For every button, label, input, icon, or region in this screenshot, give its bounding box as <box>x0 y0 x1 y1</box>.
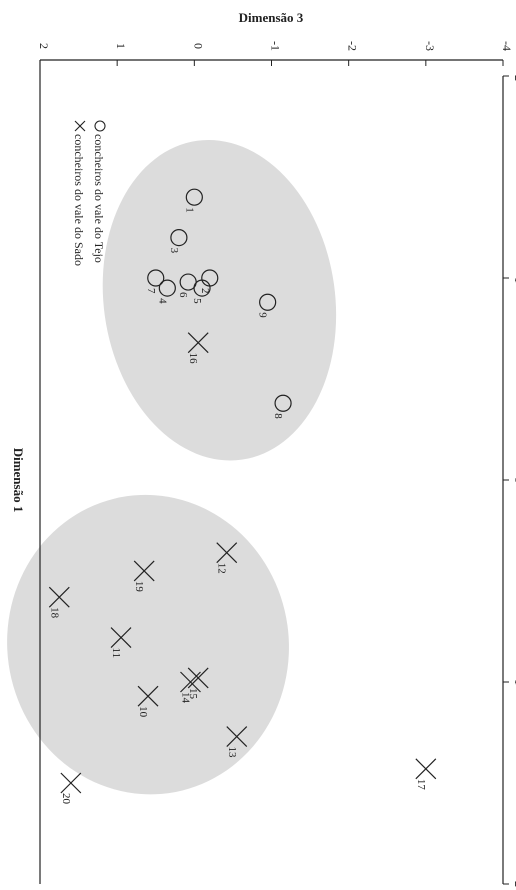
x-tick-label: 2 <box>512 881 516 887</box>
x-tick-label: 0 <box>512 477 516 483</box>
y-tick-label: 2 <box>37 43 51 49</box>
x-tick-label: -1 <box>512 273 516 283</box>
cross-marker <box>60 772 82 794</box>
x-axis-title: Dimensão 1 <box>11 448 26 513</box>
legend-circle-marker <box>94 120 106 132</box>
cross-stroke <box>133 560 155 582</box>
cross-stroke <box>216 542 238 564</box>
cross-marker <box>48 586 70 608</box>
cross-marker <box>137 685 159 707</box>
cross-stroke <box>187 667 209 689</box>
circle-marker <box>185 188 203 206</box>
point-label: 11 <box>110 648 122 659</box>
y-tick-label: -1 <box>269 41 283 51</box>
point-label: 8 <box>272 413 284 419</box>
cluster-ellipse-2 <box>7 494 289 795</box>
circle-marker <box>259 293 277 311</box>
x-tick-label: -2 <box>512 71 516 81</box>
point-label: 19 <box>133 581 145 593</box>
point-label: 18 <box>48 607 60 619</box>
cross-marker <box>110 627 132 648</box>
point-label: 13 <box>226 747 238 759</box>
cross-stroke <box>110 627 132 648</box>
circle-marker <box>170 229 188 247</box>
y-tick-label: -3 <box>423 41 437 51</box>
cross-stroke <box>180 671 201 693</box>
point-label: 2 <box>199 288 211 294</box>
y-axis-title: Dimensão 3 <box>239 10 304 25</box>
y-tick-label: 1 <box>114 43 128 49</box>
cross-stroke <box>48 586 70 608</box>
cluster-ellipses <box>7 139 337 795</box>
y-tick-label: 0 <box>191 43 205 49</box>
cross-marker <box>180 671 201 693</box>
y-tick-label: -2 <box>346 41 360 51</box>
cross-marker <box>415 758 437 780</box>
point-label: 1 <box>183 207 195 213</box>
point-label: 4 <box>156 298 168 304</box>
cross-marker <box>216 542 238 564</box>
cross-marker <box>226 726 248 747</box>
point-label: 16 <box>187 353 199 365</box>
point-label: 6 <box>177 292 189 298</box>
cross-marker <box>187 332 209 354</box>
cross-marker <box>187 667 209 689</box>
y-tick-label: -4 <box>500 41 514 51</box>
circle-marker <box>147 269 165 287</box>
cross-stroke <box>137 685 159 707</box>
cross-stroke <box>187 332 209 354</box>
point-label: 3 <box>168 248 180 254</box>
circle-marker <box>158 279 176 297</box>
point-label: 12 <box>216 563 228 574</box>
point-label: 7 <box>145 288 157 294</box>
cross-marker <box>133 560 155 582</box>
cluster-ellipse-1 <box>102 139 337 461</box>
point-label: 15 <box>187 688 199 700</box>
legend: concheiros do vale do Tejo concheiros do … <box>72 120 106 266</box>
point-label: 9 <box>257 312 269 318</box>
point-label: 10 <box>137 706 149 718</box>
circle-marker <box>274 394 292 412</box>
x-tick-label: 1 <box>512 679 516 685</box>
point-label: 14 <box>179 692 191 704</box>
legend-label: concheiros do vale do Sado <box>72 134 86 266</box>
cross-stroke <box>60 772 82 794</box>
cross-stroke <box>415 758 437 780</box>
cross-stroke <box>226 726 248 747</box>
point-label: 20 <box>60 793 72 805</box>
point-label: 5 <box>191 298 203 304</box>
legend-cross-stroke <box>74 120 86 132</box>
point-label: 17 <box>415 779 427 791</box>
circle-marker <box>193 279 211 297</box>
legend-label: concheiros do vale do Tejo <box>92 134 106 263</box>
